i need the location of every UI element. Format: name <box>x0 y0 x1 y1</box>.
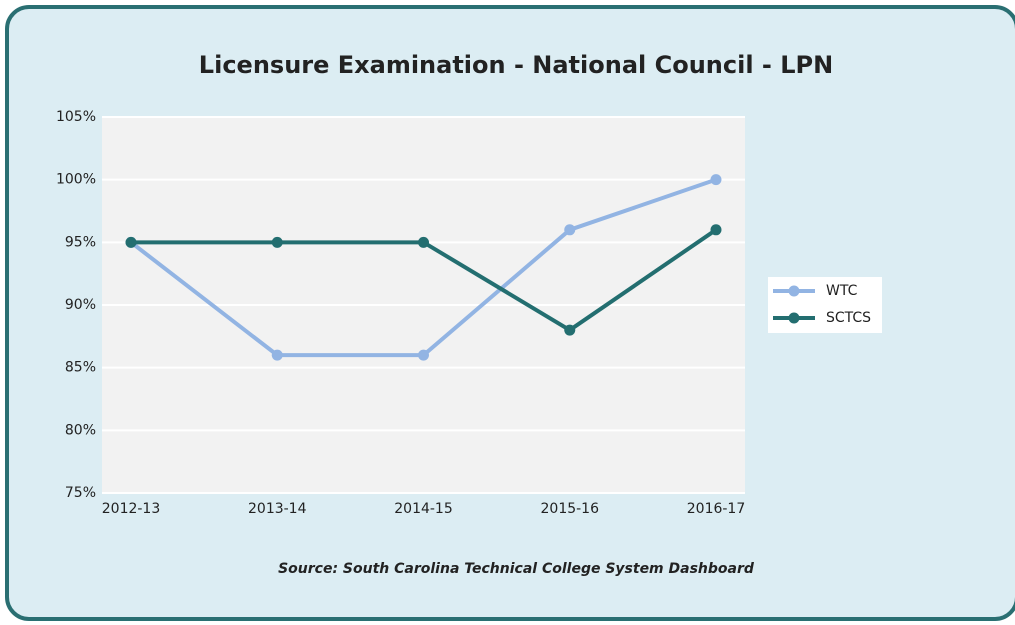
data-point <box>564 324 576 336</box>
legend <box>768 277 882 333</box>
x-tick-label: 2012-13 <box>102 501 161 517</box>
data-point <box>564 224 576 236</box>
chart-title: Licensure Examination - National Council… <box>199 51 833 79</box>
x-tick-label: 2013-14 <box>248 501 307 517</box>
y-tick-label: 100% <box>56 172 96 188</box>
y-tick-label: 105% <box>56 109 96 125</box>
data-point <box>418 349 429 361</box>
data-point <box>125 236 137 248</box>
y-tick-label: 80% <box>65 422 96 438</box>
y-tick-label: 90% <box>65 297 96 313</box>
data-point <box>710 224 722 236</box>
data-point <box>710 174 722 186</box>
x-tick-label: 2014-15 <box>394 501 453 517</box>
data-point <box>418 236 429 248</box>
data-point <box>271 349 283 361</box>
legend-marker <box>788 285 800 297</box>
source-note: Source: South Carolina Technical College… <box>278 561 755 577</box>
legend-label: WTC <box>826 283 858 299</box>
y-tick-label: 85% <box>65 360 96 376</box>
y-tick-label: 95% <box>65 234 96 250</box>
data-point <box>271 236 283 248</box>
x-tick-label: 2016-17 <box>687 501 746 517</box>
legend-marker <box>788 312 800 324</box>
legend-label: SCTCS <box>826 310 871 326</box>
x-tick-label: 2015-16 <box>541 501 600 517</box>
y-tick-label: 75% <box>65 485 96 501</box>
